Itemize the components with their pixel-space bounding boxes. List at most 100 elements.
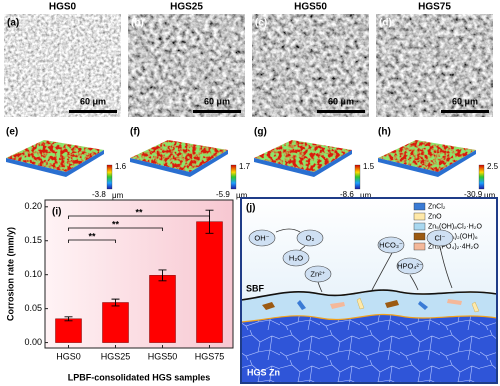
- panel-title: HGS50: [294, 2, 327, 13]
- surface-edge: [6, 150, 104, 177]
- y-axis-label: Corrosion rate (mm/y): [5, 227, 15, 321]
- y-tick-label: 0.05: [24, 303, 42, 313]
- significance-bracket: [68, 215, 210, 219]
- scale-bar: [69, 110, 117, 113]
- bar: [102, 302, 129, 343]
- y-tick-label: 0.10: [24, 269, 42, 279]
- colorbar-min: -30.9: [464, 190, 483, 199]
- x-tick-label: HGS25: [101, 351, 131, 361]
- significance-label: **: [112, 219, 120, 229]
- colorbar-min: -3.8: [92, 190, 106, 199]
- panel-label: (c): [255, 18, 267, 29]
- legend-label: Zn₃(PO₄)₂·4H₂O: [428, 243, 479, 250]
- error-bar: [111, 298, 120, 307]
- product: [262, 302, 275, 310]
- panel-label: (f): [130, 127, 140, 138]
- schematic: (j) SBF HGS Zn ZnCl₂ ZnO Zn₅(OH)₈Cl₂·H₂O Zn…: [240, 197, 498, 384]
- solution-label: SBF: [246, 283, 265, 293]
- colorbar-max: 1.7: [239, 162, 251, 171]
- ion-bubble: [282, 249, 310, 267]
- colorbar: [354, 164, 361, 190]
- colorbar-max: 1.6: [115, 162, 127, 171]
- ion-bubble: [426, 229, 454, 247]
- sem-image: [252, 14, 369, 117]
- colorbar-unit: μm: [112, 191, 124, 200]
- scale-bar: [193, 110, 241, 113]
- surface-edge: [254, 150, 352, 177]
- colorbar: [478, 164, 485, 190]
- bar: [149, 275, 176, 343]
- colorbar: [230, 164, 237, 190]
- colorbar-max: 1.5: [363, 162, 375, 171]
- bar-chart: (i) Corrosion rate (mm/y) LPBF-consolida…: [5, 199, 234, 382]
- product: [471, 301, 480, 313]
- ion-bubble: [296, 229, 324, 247]
- x-tick-label: HGS50: [148, 351, 178, 361]
- legend-label: ZnCl₂: [428, 203, 446, 210]
- ion-label: H₂O: [289, 253, 303, 262]
- colorbar-min: -5.9: [216, 190, 230, 199]
- scale-bar-label: 60 μm: [80, 96, 106, 106]
- products: [262, 297, 480, 313]
- panel-label: (e): [6, 127, 18, 138]
- panel-label: (h): [378, 127, 391, 138]
- y-tick-label: 0.20: [24, 201, 42, 211]
- significance-bracket: [68, 239, 116, 243]
- ion-label: OH⁻: [254, 233, 269, 242]
- legend-label: Zn₅(OH)₈Cl₂·H₂O: [428, 223, 482, 230]
- surface-edge: [130, 150, 228, 177]
- panel-label: (g): [254, 127, 267, 138]
- surface-map: [254, 140, 352, 172]
- legend-label: ZnO: [428, 213, 442, 220]
- error-bar: [64, 316, 73, 322]
- panel-label: (a): [7, 18, 19, 29]
- ion-bubble: [304, 265, 332, 283]
- surface-map: [378, 140, 476, 172]
- substrate-label: HGS Zn: [247, 367, 280, 377]
- y-tick-label: 0.00: [24, 337, 42, 347]
- colorbar: [106, 164, 113, 190]
- product: [447, 299, 462, 305]
- panel-title: HGS25: [170, 2, 203, 13]
- panel-label: (d): [379, 18, 392, 29]
- scale-bar: [317, 110, 365, 113]
- panel-label: (i): [52, 207, 61, 218]
- panel-label: (j): [246, 203, 255, 214]
- ion-bubble: [248, 229, 276, 247]
- panel-title: HGS75: [418, 2, 451, 13]
- arrow: [409, 274, 419, 291]
- colorbar-min: -8.6: [340, 190, 354, 199]
- arrow: [317, 281, 323, 293]
- product: [330, 302, 345, 309]
- panel-border: [240, 197, 498, 384]
- x-axis-label: LPBF-consolidated HGS samples: [68, 372, 211, 382]
- legend-swatch: [413, 242, 426, 251]
- bar: [55, 318, 82, 343]
- error-bar: [205, 209, 214, 234]
- panel-label: (b): [131, 18, 144, 29]
- ion-label: Cl⁻: [434, 233, 445, 242]
- panel-title: HGS0: [49, 2, 77, 13]
- arrows: [275, 228, 453, 293]
- arrow: [275, 228, 301, 233]
- product: [418, 301, 428, 310]
- arrow: [439, 246, 453, 289]
- y-tick-label: 0.15: [24, 235, 42, 245]
- colorbar-unit: μm: [484, 191, 496, 200]
- surface-edge: [378, 150, 476, 177]
- significance-bracket: [68, 227, 163, 231]
- legend-swatch: [413, 232, 426, 241]
- sem-image: [4, 14, 121, 117]
- ion-label: O₂: [306, 233, 315, 242]
- surface-line: [240, 289, 498, 301]
- scale-bar-label: 60 μm: [204, 96, 230, 106]
- colorbar-max: 2.5: [487, 162, 499, 171]
- colorbar-unit: μm: [236, 191, 248, 200]
- surface-map: [130, 140, 228, 172]
- ion-bubble: [377, 236, 405, 254]
- sem-image: [376, 14, 493, 117]
- ion-bubble: [396, 257, 424, 275]
- significance-label: **: [88, 231, 96, 241]
- surface-map: [6, 140, 104, 172]
